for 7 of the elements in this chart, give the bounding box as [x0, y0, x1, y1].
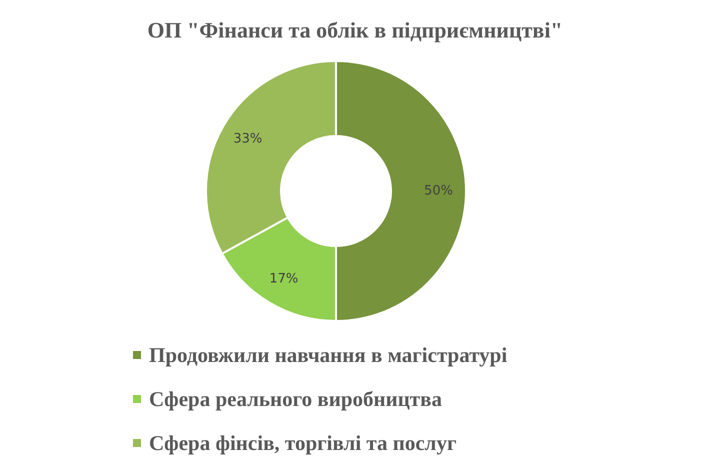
data-label: 17% [269, 272, 298, 287]
legend-label: Сфера фінсів, торгівлі та послуг [149, 431, 456, 455]
data-label: 50% [424, 184, 453, 198]
legend-label: Сфера реального виробництва [149, 387, 442, 411]
chart-title: ОП "Фінанси та облік в підприємництві" [147, 18, 563, 42]
data-label: 33% [233, 131, 262, 146]
legend-label: Продовжили навчання в магістратурі [149, 343, 508, 367]
